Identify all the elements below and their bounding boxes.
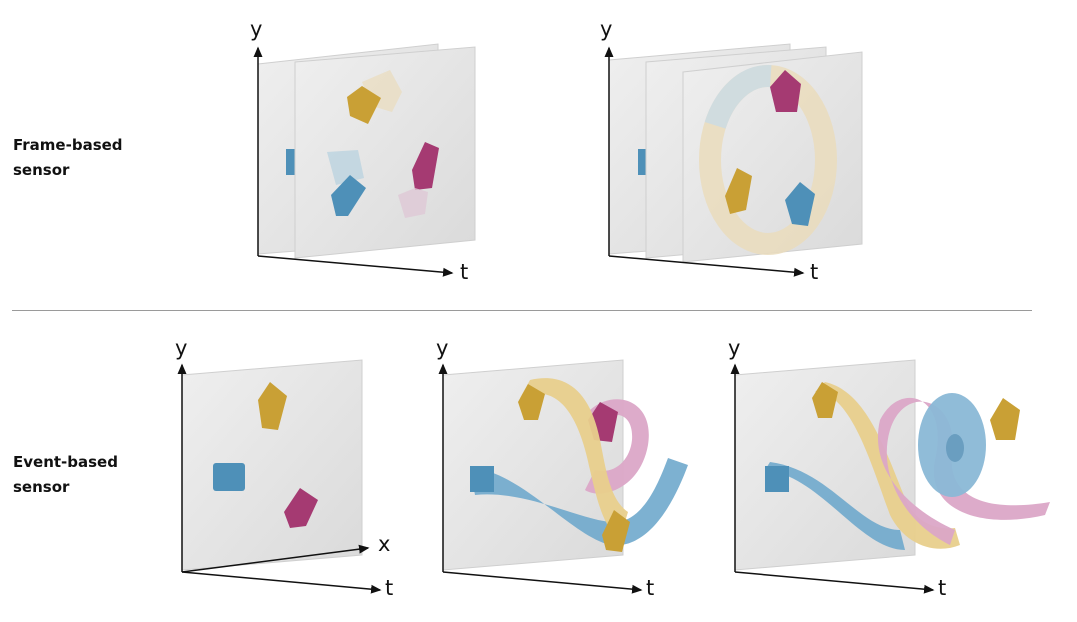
cube-magenta (770, 70, 801, 112)
ghost-pink-shape (398, 188, 428, 218)
t-axis-label: t (385, 576, 394, 600)
cube-yellow-end (990, 398, 1020, 440)
t-axis-label: t (646, 576, 655, 600)
x-axis-label: x (378, 532, 391, 556)
cube-blue-partial (286, 149, 296, 175)
t-axis-label: t (810, 260, 819, 284)
t-axis-label: t (938, 576, 947, 600)
row-divider (12, 310, 1032, 311)
ring-trajectory-blue-part (699, 65, 837, 255)
cube-yellow (258, 382, 287, 430)
cube-blue-partial (638, 149, 646, 175)
ghost-blue-shape (327, 150, 364, 185)
y-axis-label: y (436, 336, 449, 360)
y-axis-label: y (728, 336, 741, 360)
t-axis-line (181, 571, 382, 594)
t-axis-label: t (460, 260, 469, 284)
t-axis-line (442, 571, 643, 594)
cube-magenta (284, 488, 318, 528)
cube-yellow-end (602, 510, 630, 552)
y-axis-label: y (175, 336, 188, 360)
t-axis-line (608, 255, 805, 277)
cube-yellow (518, 384, 545, 420)
cube-yellow (347, 86, 381, 124)
cube-yellow (812, 382, 838, 418)
cube-yellow (725, 168, 752, 214)
cube-blue-start (470, 466, 494, 492)
t-axis-line (257, 255, 454, 277)
blue-trajectory (470, 458, 688, 546)
cube-blue (213, 463, 245, 491)
cube-blue-start (765, 466, 789, 492)
cube-blue (785, 182, 815, 226)
y-axis-label: y (600, 17, 613, 41)
yellow-trajectory (520, 378, 628, 538)
y-axis-label: y (250, 17, 263, 41)
event-based-sensor-label: Event-based sensor (13, 453, 118, 496)
t-axis-line (734, 571, 935, 594)
cube-blue (331, 175, 366, 216)
blue-disc-hub (946, 434, 964, 462)
frame-based-sensor-label: Frame-based sensor (13, 136, 123, 179)
blue-trajectory (765, 462, 905, 550)
x-axis-line (181, 544, 370, 573)
cube-magenta (412, 142, 439, 190)
pink-trajectory (877, 397, 1050, 545)
